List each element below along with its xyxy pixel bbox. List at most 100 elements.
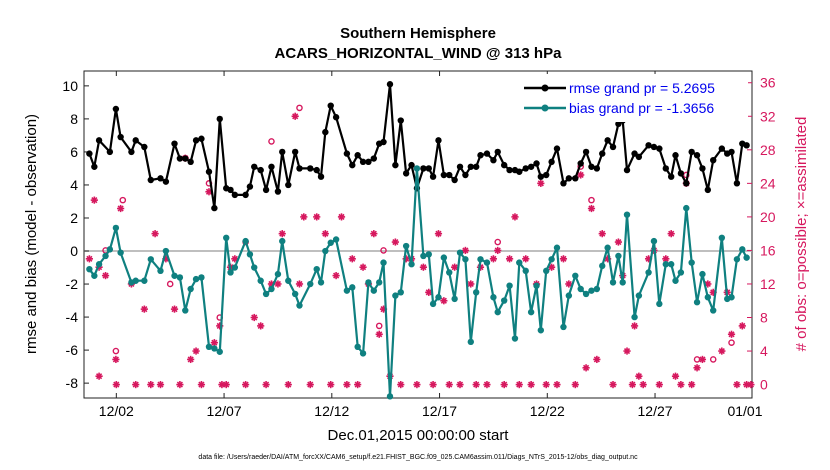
- rmse-point: [693, 152, 701, 159]
- rmse-point: [645, 142, 652, 149]
- rmse-point: [631, 150, 638, 157]
- rmse-point: [246, 183, 254, 190]
- rmse-point: [386, 81, 394, 88]
- bias-point: [650, 237, 658, 245]
- rmse-point: [635, 153, 643, 161]
- assimilated-marker: [609, 380, 617, 389]
- bias-point: [490, 294, 497, 301]
- assimilated-marker: [628, 380, 637, 389]
- assimilated-marker: [187, 355, 195, 364]
- y-right-tick-label: 4: [760, 343, 768, 359]
- rmse-point: [182, 155, 189, 162]
- assimilated-marker: [456, 380, 464, 389]
- rmse-point: [533, 160, 540, 167]
- possible-marker: [380, 247, 387, 254]
- bias-point: [86, 265, 93, 273]
- rmse-point: [477, 152, 484, 159]
- rmse-point: [205, 168, 213, 175]
- assimilated-marker: [593, 355, 601, 364]
- rmse-point: [242, 191, 249, 199]
- bias-point: [548, 256, 555, 263]
- assimilated-marker: [306, 380, 314, 389]
- assimilated-marker: [156, 380, 165, 389]
- rmse-point: [86, 150, 93, 157]
- bias-point: [577, 285, 584, 293]
- rmse-point: [516, 168, 523, 175]
- bias-series: [86, 165, 750, 400]
- rmse-point: [425, 165, 432, 172]
- y-left-tick-label: -2: [66, 276, 79, 292]
- data-file-footnote: data file: /Users/raeder/DAI/ATM_forcXX/…: [198, 454, 638, 461]
- assimilated-marker: [693, 364, 701, 372]
- assimilated-marker: [170, 305, 179, 313]
- rmse-point: [553, 145, 561, 152]
- assimilated-marker: [140, 305, 148, 313]
- assimilated-marker: [327, 380, 335, 389]
- possible-marker: [112, 347, 120, 355]
- rmse-point: [699, 165, 706, 172]
- rmse-point: [440, 171, 448, 179]
- bias-point: [631, 313, 638, 321]
- bias-point: [392, 292, 399, 299]
- rmse-point: [446, 171, 453, 179]
- bias-point: [635, 292, 643, 299]
- bias-point: [268, 285, 275, 293]
- rmse-point: [322, 128, 329, 136]
- possible-marker: [588, 196, 595, 204]
- bias-point: [413, 165, 421, 172]
- y-left-tick-label: 6: [70, 144, 78, 160]
- assimilated-marker: [151, 230, 159, 238]
- assimilated-marker: [565, 280, 573, 288]
- assimilated-marker: [375, 330, 383, 338]
- possible-marker: [268, 138, 275, 145]
- assimilated-marker: [542, 380, 550, 389]
- legend-rmse-label: rmse grand pr = 5.2695: [569, 80, 715, 96]
- bias-point: [425, 251, 432, 258]
- bias-point: [446, 269, 453, 276]
- bias-point: [205, 343, 213, 351]
- assimilated-marker: [112, 380, 120, 389]
- rmse-point: [171, 140, 178, 147]
- assimilated-marker: [522, 255, 530, 263]
- bias-point: [402, 242, 410, 250]
- bias-point: [472, 289, 480, 296]
- assimilated-marker: [630, 322, 639, 330]
- bias-point: [656, 300, 663, 308]
- bias-point: [537, 327, 545, 334]
- rmse-point: [354, 152, 361, 159]
- bias-point: [370, 287, 378, 294]
- rmse-point: [506, 166, 513, 174]
- bias-point: [162, 247, 170, 255]
- rmse-point: [332, 114, 340, 121]
- bias-point: [623, 211, 631, 218]
- assimilated-marker: [332, 271, 340, 280]
- rmse-point: [593, 165, 601, 172]
- assimilated-marker: [505, 255, 514, 263]
- assimilated-marker: [112, 355, 120, 364]
- rmse-point: [176, 155, 184, 162]
- assimilated-marker: [419, 263, 427, 271]
- assimilated-marker: [348, 255, 356, 263]
- rmse-point: [420, 165, 427, 172]
- rmse-point: [408, 161, 415, 169]
- rmse-point: [380, 138, 387, 146]
- bias-point: [467, 338, 474, 346]
- y-left-tick-label: 4: [70, 177, 78, 193]
- rmse-point: [656, 145, 663, 152]
- rmse-point: [327, 102, 334, 109]
- y-left-tick-label: 8: [70, 111, 78, 127]
- rmse-point: [728, 148, 735, 156]
- assimilated-marker: [147, 380, 155, 389]
- assimilated-marker: [587, 204, 596, 213]
- assimilated-marker: [559, 255, 568, 263]
- rmse-point: [274, 188, 282, 195]
- bias-point: [354, 343, 361, 351]
- plot-area: [83, 70, 753, 399]
- y-left-tick-label: 10: [62, 78, 78, 94]
- bias-point: [688, 259, 695, 266]
- rmse-point: [565, 175, 573, 182]
- bias-point: [322, 247, 329, 255]
- assimilated-marker: [623, 347, 631, 355]
- bias-point: [672, 277, 679, 284]
- rmse-point: [112, 105, 120, 113]
